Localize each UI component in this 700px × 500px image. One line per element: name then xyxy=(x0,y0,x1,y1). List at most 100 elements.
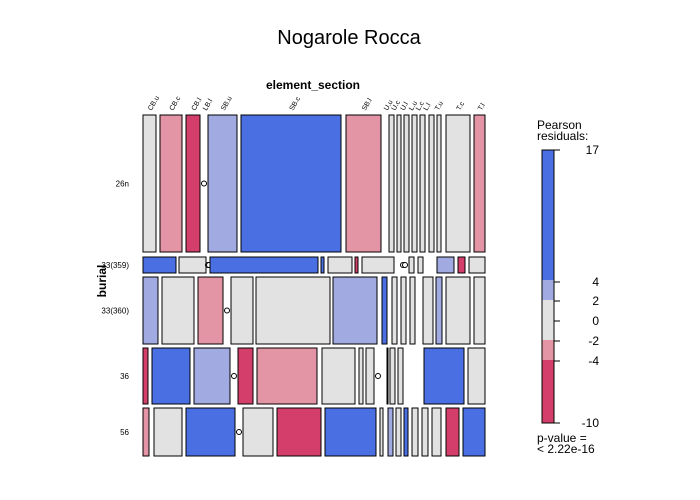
mosaic-tile xyxy=(185,114,201,253)
mosaic-tile xyxy=(142,256,177,274)
mosaic-tile xyxy=(256,347,318,405)
empty-cell-marker xyxy=(402,262,408,268)
mosaic-tile xyxy=(320,256,325,274)
mosaic-tile xyxy=(391,276,398,345)
mosaic-tile xyxy=(332,276,378,345)
mosaic-tile xyxy=(142,407,150,457)
mosaic-tile xyxy=(142,114,157,253)
legend-footer-line-1: p-value = xyxy=(537,431,587,445)
mosaic-tile xyxy=(389,347,396,405)
mosaic-tile xyxy=(193,347,231,405)
row-label: 33(360) xyxy=(101,307,129,316)
mosaic-tile xyxy=(345,114,382,253)
mosaic-tile xyxy=(354,256,359,274)
column-label: CB.l xyxy=(191,97,204,112)
column-label: U.u xyxy=(383,99,395,112)
row-label: 33(359) xyxy=(101,261,129,270)
mosaic-tile xyxy=(361,256,395,274)
legend-tick-label: -10 xyxy=(582,416,600,430)
mosaic-tile xyxy=(422,276,434,345)
mosaic-tile xyxy=(419,114,426,253)
column-label: SB.l xyxy=(361,97,374,112)
empty-cell-marker xyxy=(201,180,207,187)
mosaic-tile xyxy=(207,114,238,253)
row-label: 36 xyxy=(120,372,129,381)
mosaic-tile xyxy=(397,347,404,405)
mosaic-tile xyxy=(423,347,465,405)
mosaic-tile xyxy=(473,276,486,345)
mosaic-tile xyxy=(387,407,394,457)
mosaic-tile xyxy=(431,407,442,457)
mosaic-tile xyxy=(462,407,486,457)
column-label: L.u xyxy=(408,100,419,112)
column-label: SB.u xyxy=(220,95,234,112)
chart-title: Nogarole Rocca xyxy=(277,27,421,49)
mosaic-tile xyxy=(240,114,342,253)
empty-cell-marker xyxy=(236,429,242,435)
row-labels: 26n 33(359) 33(360) 36 56 xyxy=(101,180,129,438)
y-axis-title: burial xyxy=(95,265,109,298)
column-label: L.l xyxy=(423,102,433,112)
legend-tick-label: -2 xyxy=(588,334,599,348)
column-label: T.l xyxy=(477,102,487,112)
mosaic-tile xyxy=(428,114,435,253)
mosaic-tile xyxy=(276,407,322,457)
mosaic-tile xyxy=(445,276,471,345)
legend-color-segment xyxy=(542,280,554,300)
mosaic-tile xyxy=(358,347,364,405)
column-labels: CB.u CB.c CB.lLB.l SB.u SB.c SB.l U.uU.cU.lL.u… xyxy=(147,95,487,112)
mosaic-tiles xyxy=(142,114,486,457)
legend-color-segment xyxy=(542,340,554,360)
mosaic-tile xyxy=(400,276,407,345)
mosaic-tile xyxy=(324,407,377,457)
legend-color-segment xyxy=(542,360,554,423)
column-label: LB.l xyxy=(202,98,214,112)
mosaic-tile xyxy=(161,276,195,345)
mosaic-tile xyxy=(409,276,416,345)
mosaic-tile xyxy=(417,256,424,274)
mosaic-tile xyxy=(388,114,395,253)
mosaic-tile xyxy=(445,407,460,457)
mosaic-tile xyxy=(321,347,356,405)
mosaic-tile xyxy=(142,347,149,405)
mosaic-tile xyxy=(327,256,353,274)
column-label: CB.c xyxy=(169,95,183,112)
mosaic-tile xyxy=(473,114,486,253)
mosaic-tile xyxy=(237,347,254,405)
mosaic-tile xyxy=(209,256,319,274)
legend-footer-line-2: < 2.22e-16 xyxy=(537,442,595,456)
mosaic-tile xyxy=(411,407,419,457)
mosaic-tile xyxy=(379,407,384,457)
mosaic-tile xyxy=(408,256,415,274)
row-label: 56 xyxy=(120,428,129,437)
residual-legend: Pearson residuals: p-value = < 2.22e-16 … xyxy=(537,118,599,456)
mosaic-tile xyxy=(436,256,455,274)
mosaic-tile xyxy=(230,276,254,345)
legend-tick-label: 2 xyxy=(592,294,599,308)
mosaic-tile xyxy=(435,276,443,345)
legend-tick-label: -4 xyxy=(588,354,599,368)
mosaic-tile xyxy=(242,407,274,457)
mosaic-tile xyxy=(403,114,410,253)
mosaic-tile xyxy=(142,276,159,345)
mosaic-tile xyxy=(386,347,389,405)
mosaic-tile xyxy=(395,407,402,457)
mosaic-tile xyxy=(396,114,402,253)
mosaic-tile xyxy=(185,407,236,457)
legend-title-line-1: Pearson xyxy=(537,118,582,132)
empty-cell-marker xyxy=(375,373,381,379)
legend-title-line-2: residuals: xyxy=(537,129,588,143)
mosaic-tile xyxy=(411,114,418,253)
row-label: 26n xyxy=(116,180,129,189)
mosaic-tile xyxy=(445,114,471,253)
mosaic-tile xyxy=(197,276,224,345)
legend-bar-border xyxy=(541,149,555,424)
column-label: SB.c xyxy=(289,95,303,112)
column-label: T.u xyxy=(434,100,445,112)
mosaic-tile xyxy=(153,407,183,457)
mosaic-tile xyxy=(365,347,375,405)
legend-color-segment xyxy=(542,150,554,280)
legend-tick-label: 4 xyxy=(592,275,599,289)
mosaic-tile xyxy=(436,114,442,253)
